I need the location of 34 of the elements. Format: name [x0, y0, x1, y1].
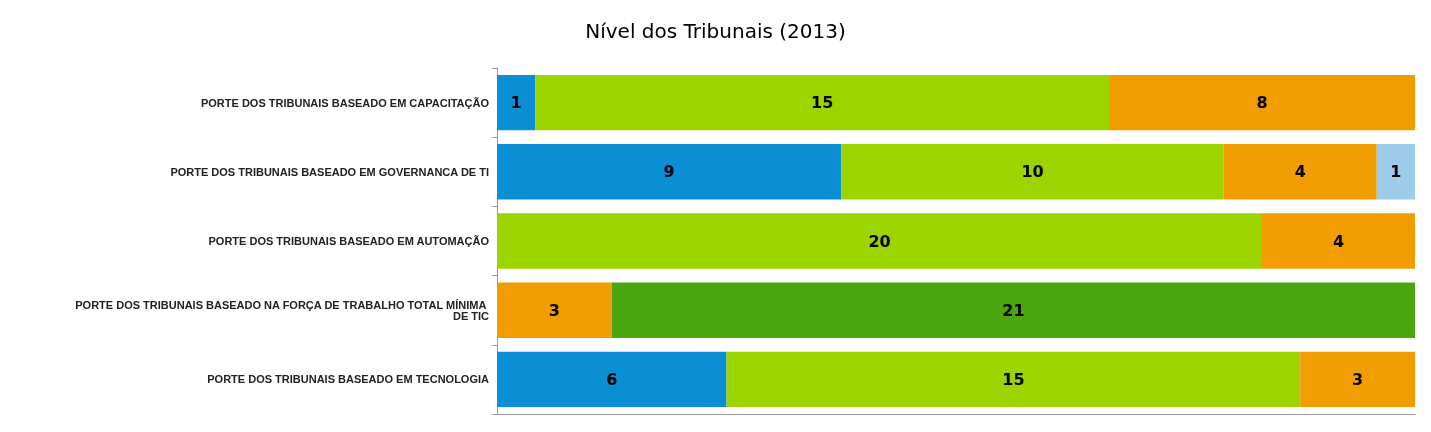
bar	[1109, 74, 1415, 131]
y-tick-label: PORTE DOS TRIBUNAIS BASEADO EM AUTOMAÇÃO	[208, 235, 490, 247]
y-tick-label: PORTE DOS TRIBUNAIS BASEADO EM CAPACITAÇÃO	[200, 96, 490, 109]
data-label: 15	[1002, 369, 1025, 389]
bar	[1300, 351, 1415, 408]
bar	[1223, 144, 1377, 200]
bar	[1262, 213, 1415, 269]
data-label: 4	[1294, 162, 1306, 182]
y-tick-label: PORTE DOS TRIBUNAIS BASEADO NA FORÇA DE TRABALHO TOTAL MÍNIMA DE TIC	[75, 298, 490, 322]
bar	[497, 282, 612, 338]
data-label: 10	[1021, 162, 1044, 182]
data-label: 15	[810, 93, 834, 113]
data-label: 4	[1332, 231, 1345, 251]
data-label: 8	[1256, 93, 1268, 113]
bar	[497, 144, 842, 200]
y-tick-label: PORTE DOS TRIBUNAIS BASEADO EM TECNOLOGIA	[207, 373, 490, 386]
data-label: 3	[1352, 369, 1364, 389]
bar	[535, 74, 1109, 131]
data-label: 3	[548, 300, 560, 320]
bar	[841, 144, 1224, 200]
bar	[497, 351, 727, 408]
data-label: 20	[868, 231, 891, 251]
data-label: 6	[606, 369, 618, 389]
data-label: 1	[1390, 162, 1402, 182]
y-tick-label: PORTE DOS TRIBUNAIS BASEADO EM GOVERNANCA DE TI	[170, 165, 489, 178]
bar	[497, 74, 536, 131]
bar	[1376, 144, 1415, 200]
bar	[497, 213, 1262, 269]
data-label: 21	[1002, 300, 1025, 320]
chart-title: Nível dos Tribunais (2013)	[585, 19, 846, 43]
bar	[726, 351, 1301, 408]
data-label: 9	[663, 162, 675, 182]
data-label: 1	[510, 93, 522, 113]
bar	[611, 282, 1415, 338]
